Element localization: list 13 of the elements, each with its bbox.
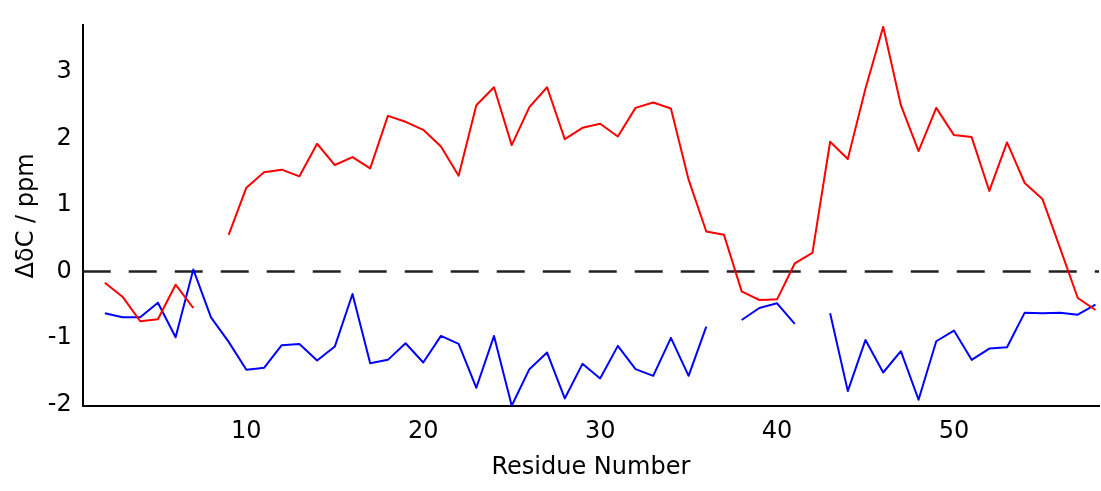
y-tick-label: 2 — [56, 122, 72, 151]
x-tick-label: 40 — [761, 416, 793, 445]
x-axis-title: Residue Number — [491, 451, 691, 480]
x-tick-label: 10 — [231, 416, 262, 445]
y-tick-label: 3 — [56, 56, 72, 85]
x-tick-label: 30 — [584, 416, 616, 445]
y-tick-label: 0 — [56, 255, 72, 284]
x-tick-label: 50 — [938, 416, 970, 445]
y-axis-title: ΔδC / ppm — [10, 153, 39, 279]
x-tick-label: 20 — [407, 416, 439, 445]
y-tick-label: 1 — [56, 189, 72, 218]
y-tick-label: -2 — [47, 388, 72, 417]
y-tick-label: -1 — [47, 322, 72, 351]
